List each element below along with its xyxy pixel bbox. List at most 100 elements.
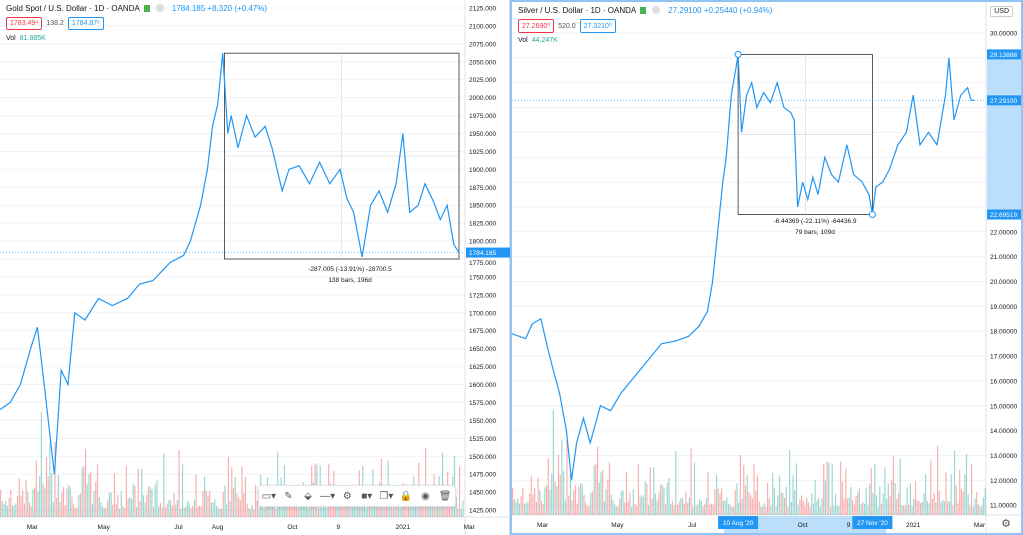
volume-bar bbox=[705, 498, 707, 515]
price-tick-label: 1650.000 bbox=[469, 346, 496, 353]
volume-bar bbox=[758, 501, 760, 515]
volume-bar bbox=[564, 500, 566, 515]
volume-bar bbox=[930, 460, 932, 515]
volume-bar bbox=[743, 465, 745, 515]
lock-button[interactable]: 🔒 bbox=[399, 490, 413, 502]
visibility-button[interactable]: ◉ bbox=[421, 490, 430, 502]
price-tick-label: 15.00000 bbox=[990, 403, 1017, 410]
silver-chart-pane[interactable]: 30.0000029.0000028.0000027.0000026.00000… bbox=[510, 0, 1023, 535]
volume-bar bbox=[880, 503, 883, 515]
delete-button[interactable]: 🗑 bbox=[438, 490, 452, 502]
price-tick-label: 30.00000 bbox=[990, 31, 1017, 38]
volume-bar bbox=[200, 506, 202, 517]
buy-button[interactable]: 27.3210⁰ bbox=[579, 19, 616, 33]
volume-bar bbox=[840, 461, 842, 515]
gold-chart-pane[interactable]: 2125.000 2100.000 2075.000 2050.000 2025.000… bbox=[0, 0, 510, 535]
volume-bar bbox=[627, 501, 629, 515]
volume-bar bbox=[954, 450, 956, 515]
volume-bar bbox=[552, 409, 554, 515]
volume-bar bbox=[624, 502, 626, 515]
collapse-icon[interactable] bbox=[652, 6, 661, 14]
volume-bar bbox=[835, 494, 837, 515]
collapse-icon[interactable] bbox=[155, 4, 164, 12]
volume-bar bbox=[73, 504, 75, 517]
volume-bar bbox=[98, 496, 100, 517]
volume-bar bbox=[644, 481, 646, 515]
volume-bar bbox=[221, 508, 223, 517]
volume-bar bbox=[867, 504, 869, 515]
clone-button[interactable]: ❐▾ bbox=[379, 490, 394, 502]
price-tick-label: 1775.000 bbox=[469, 260, 496, 267]
volume-bar bbox=[947, 501, 949, 515]
volume-bar bbox=[440, 506, 442, 517]
volume-bar bbox=[748, 491, 750, 515]
gold-chart[interactable]: 2125.000 2100.000 2075.000 2050.000 2025.000… bbox=[0, 0, 510, 535]
volume-bar bbox=[102, 506, 104, 517]
volume-bar bbox=[518, 503, 520, 515]
volume-bar bbox=[309, 500, 311, 517]
volume-bar bbox=[258, 507, 260, 517]
volume-bar bbox=[676, 505, 679, 515]
symbol-title[interactable]: Gold Spot / U.S. Dollar · 1D · OANDA bbox=[6, 4, 140, 13]
template-button[interactable]: ▭▾ bbox=[261, 490, 277, 502]
volume-bar bbox=[300, 505, 303, 517]
vol-label: Vol bbox=[518, 37, 528, 44]
settings-gear-icon[interactable]: ⚙ bbox=[1001, 518, 1011, 530]
volume-bar bbox=[436, 503, 439, 517]
symbol-title[interactable]: Silver / U.S. Dollar · 1D · OANDA bbox=[518, 6, 637, 15]
price-tick-label: 18.00000 bbox=[990, 329, 1017, 336]
volume-bar bbox=[107, 500, 109, 517]
volume-bar bbox=[770, 505, 772, 515]
time-tick-label: Oct bbox=[798, 522, 808, 529]
buy-button[interactable]: 1784.87⁶ bbox=[67, 17, 105, 30]
volume-bar bbox=[141, 469, 143, 517]
volume-bar bbox=[811, 493, 813, 515]
volume-bar bbox=[642, 496, 645, 515]
volume-bar bbox=[918, 500, 920, 515]
volume-bar bbox=[826, 461, 828, 515]
price-tick-label: 13.00000 bbox=[990, 453, 1017, 460]
volume-bar bbox=[425, 447, 427, 517]
volume-bar bbox=[539, 490, 541, 515]
line-style-button[interactable]: —▾ bbox=[320, 490, 336, 502]
volume-bar bbox=[399, 508, 401, 517]
volume-bar bbox=[249, 508, 252, 517]
anchor-handle[interactable] bbox=[868, 211, 876, 219]
anchor-handle[interactable] bbox=[734, 50, 742, 58]
volume-bar bbox=[697, 504, 699, 515]
volume-bar bbox=[887, 483, 889, 515]
sell-button[interactable]: 27.2690⁰ bbox=[518, 19, 555, 33]
volume-bar bbox=[113, 473, 116, 517]
pencil-icon-button[interactable]: ✎ bbox=[284, 490, 293, 502]
color-button[interactable]: ■▾ bbox=[361, 490, 373, 502]
volume-bar bbox=[792, 475, 794, 515]
volume-bar bbox=[874, 463, 876, 515]
volume-bar bbox=[892, 456, 894, 515]
volume-bar bbox=[586, 506, 588, 515]
volume-bar bbox=[789, 449, 791, 515]
silver-chart[interactable]: 30.0000029.0000028.0000027.0000026.00000… bbox=[512, 2, 1021, 533]
volume-bar bbox=[855, 495, 857, 515]
volume-bar bbox=[869, 483, 871, 515]
volume-bar bbox=[115, 503, 117, 517]
volume-bar bbox=[540, 500, 543, 515]
volume-bar bbox=[287, 501, 289, 517]
volume-bar bbox=[920, 502, 922, 515]
volume-bar bbox=[100, 501, 102, 517]
volume-bar bbox=[799, 499, 801, 515]
sell-button[interactable]: 1783.49⁴ bbox=[6, 17, 43, 30]
silver-legend: Silver / U.S. Dollar · 1D · OANDA 27.2910… bbox=[518, 6, 772, 15]
date-tag bbox=[718, 516, 759, 529]
fill-color-button[interactable]: ⬙ bbox=[304, 490, 312, 502]
settings-button[interactable]: ⚙ bbox=[342, 490, 352, 502]
volume-bar bbox=[784, 497, 786, 515]
price-tick-label: 1800.000 bbox=[469, 239, 496, 246]
volume-bar bbox=[42, 483, 44, 517]
volume-bar bbox=[68, 485, 70, 517]
currency-button[interactable]: USD bbox=[990, 6, 1013, 17]
volume-bar bbox=[331, 500, 333, 517]
volume-bar bbox=[656, 500, 658, 515]
volume-bar bbox=[772, 472, 774, 515]
volume-bar bbox=[824, 480, 826, 515]
volume-bar bbox=[57, 474, 59, 517]
